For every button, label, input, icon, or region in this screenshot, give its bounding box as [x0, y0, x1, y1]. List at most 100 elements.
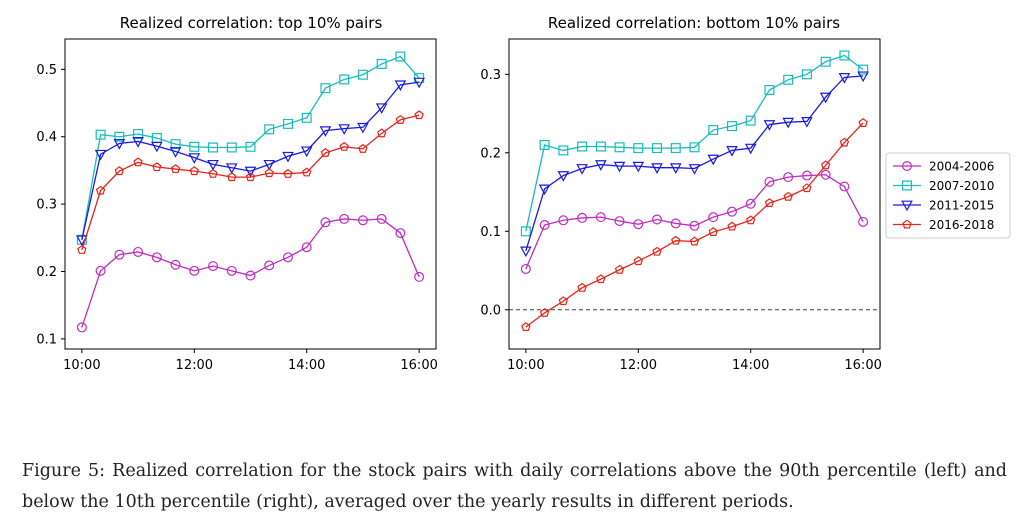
data-point	[819, 92, 832, 104]
data-point	[520, 263, 531, 274]
plot-area	[509, 50, 880, 332]
chart-top-10-percent: Realized correlation: top 10% pairs 0.10…	[36, 14, 438, 373]
series-line-2007-2010	[81, 55, 420, 240]
data-point	[319, 126, 332, 137]
legend-item-2011-2015: 2011-2015	[893, 199, 994, 213]
data-point	[689, 236, 700, 246]
data-point	[689, 142, 700, 153]
figure-caption: Figure 5: Realized correlation for the s…	[22, 461, 1007, 512]
data-point	[782, 117, 794, 129]
x-tick-label: 14:00	[732, 358, 769, 373]
data-point	[745, 198, 756, 209]
data-point	[208, 142, 219, 153]
legend-marker	[901, 180, 912, 191]
series-2011-2015	[520, 71, 869, 258]
data-point	[133, 246, 144, 257]
data-point	[783, 74, 794, 85]
series-line-2004-2006	[81, 218, 420, 328]
data-point	[632, 161, 645, 173]
series-2016-2018	[521, 118, 868, 332]
data-point	[688, 164, 701, 175]
series-2016-2018	[77, 110, 424, 254]
data-point	[395, 228, 406, 239]
data-point	[633, 256, 643, 266]
data-point	[838, 73, 851, 84]
legend-item-2016-2018: 2016-2018	[893, 218, 994, 232]
data-point	[133, 129, 144, 140]
x-tick-label: 14:00	[288, 358, 325, 373]
data-point	[95, 185, 106, 195]
data-point	[577, 212, 588, 223]
y-tick-label: 0.0	[480, 303, 501, 318]
data-point	[726, 121, 737, 132]
data-point	[264, 168, 274, 178]
legend-item-2007-2010: 2007-2010	[893, 179, 994, 193]
data-point	[595, 212, 606, 223]
data-point	[839, 181, 850, 192]
data-point	[188, 153, 201, 164]
data-point	[245, 141, 256, 152]
data-point	[858, 216, 869, 227]
data-point	[208, 261, 219, 272]
data-point	[857, 71, 869, 83]
y-tick-label: 0.3	[36, 198, 57, 213]
data-point	[707, 154, 720, 166]
data-point	[320, 83, 331, 94]
data-point	[801, 117, 813, 128]
series-line-2016-2018	[81, 114, 420, 251]
data-point	[114, 166, 125, 176]
data-point	[763, 120, 776, 131]
data-point	[95, 129, 106, 140]
data-point	[708, 212, 719, 223]
data-point	[520, 246, 532, 258]
data-point	[189, 166, 199, 176]
series-line-2007-2010	[525, 54, 864, 232]
data-point	[558, 296, 569, 306]
axes-frame	[64, 38, 437, 350]
data-point	[820, 160, 831, 170]
data-point	[282, 252, 293, 263]
data-point	[839, 50, 850, 61]
series-2007-2010	[520, 50, 869, 237]
data-point	[132, 137, 144, 148]
data-point	[170, 259, 181, 270]
legend-marker	[902, 219, 912, 229]
data-point	[264, 260, 275, 271]
data-point	[802, 183, 812, 193]
data-point	[263, 159, 276, 171]
series-line-2011-2015	[81, 81, 420, 240]
series-2004-2006	[76, 213, 425, 333]
data-point	[539, 307, 550, 317]
data-point	[283, 168, 293, 178]
data-point	[358, 143, 368, 153]
data-point	[301, 112, 312, 123]
x-tick-label: 10:00	[507, 358, 544, 373]
data-point	[689, 220, 700, 231]
x-tick-label: 10:00	[63, 358, 100, 373]
data-point	[208, 168, 218, 178]
data-point	[558, 215, 569, 226]
data-point	[633, 219, 644, 230]
y-tick-label: 0.1	[480, 225, 501, 240]
data-point	[614, 142, 625, 153]
data-point	[764, 85, 775, 96]
data-point	[114, 131, 125, 142]
data-point	[77, 245, 87, 254]
x-tick-label: 12:00	[620, 358, 657, 373]
data-point	[395, 51, 406, 62]
x-tick-label: 16:00	[400, 358, 437, 373]
series-line-2016-2018	[525, 122, 864, 328]
data-point	[245, 172, 256, 182]
data-point	[670, 143, 681, 154]
x-tick-label: 16:00	[844, 358, 881, 373]
data-point	[394, 80, 407, 92]
data-point	[302, 167, 312, 177]
data-point	[783, 172, 794, 183]
x-tick-label: 12:00	[176, 358, 213, 373]
data-point	[152, 162, 162, 172]
data-point	[170, 139, 181, 150]
legend: 2004-2006 2007-2010 2011-2015 2016-2018	[885, 152, 1011, 239]
data-point	[94, 149, 107, 161]
plot-area	[76, 51, 425, 333]
data-point	[820, 169, 831, 180]
